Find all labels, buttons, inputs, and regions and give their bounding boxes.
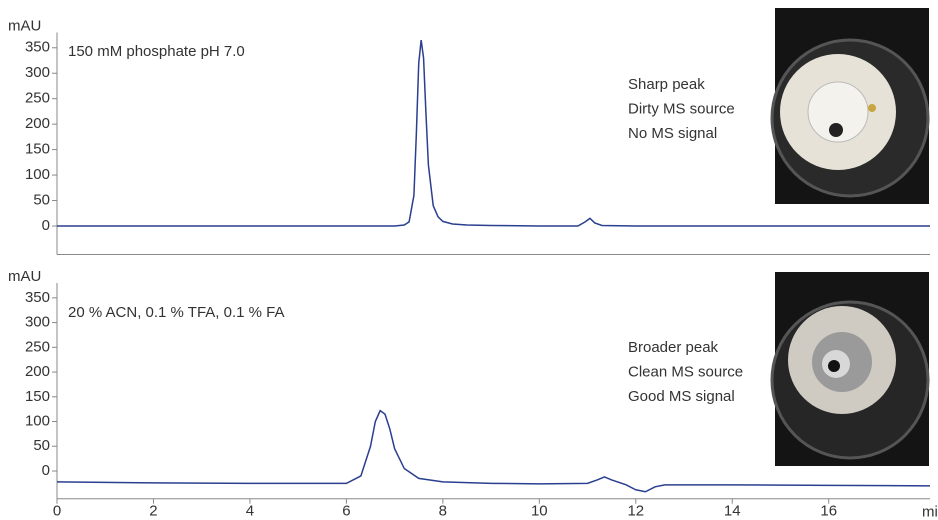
trace bbox=[56, 409, 931, 493]
x-axis-label: min bbox=[922, 504, 938, 520]
y-tick-label: 350 bbox=[25, 289, 50, 306]
y-axis-label: mAU bbox=[8, 17, 41, 34]
y-tick-label: 200 bbox=[25, 363, 50, 380]
x-tick-label: 12 bbox=[627, 503, 644, 520]
y-tick-label: 200 bbox=[25, 115, 50, 132]
x-tick-label: 2 bbox=[149, 503, 157, 520]
y-tick-label: 300 bbox=[25, 314, 50, 331]
trace bbox=[57, 40, 930, 227]
note: Good MS signal bbox=[628, 388, 735, 405]
x-tick-label: 16 bbox=[820, 503, 837, 520]
x-tick-label: 10 bbox=[531, 503, 548, 520]
photo-bottom bbox=[770, 272, 930, 466]
photo-top bbox=[770, 8, 930, 204]
x-tick-label: 14 bbox=[724, 503, 741, 520]
y-tick-label: 50 bbox=[33, 191, 50, 208]
x-tick-label: 6 bbox=[342, 503, 350, 520]
y-tick-label: 250 bbox=[25, 338, 50, 355]
y-tick-label: 50 bbox=[33, 437, 50, 454]
y-tick-label: 100 bbox=[25, 166, 50, 183]
y-tick-label: 300 bbox=[25, 64, 50, 81]
note: Broader peak bbox=[628, 339, 719, 356]
note: Sharp peak bbox=[628, 76, 705, 93]
annotation: 150 mM phosphate pH 7.0 bbox=[68, 43, 245, 60]
x-tick-label: 8 bbox=[439, 503, 447, 520]
x-tick-label: 4 bbox=[246, 503, 254, 520]
note: Dirty MS source bbox=[628, 100, 735, 117]
note: No MS signal bbox=[628, 125, 717, 142]
y-axis-label: mAU bbox=[8, 268, 41, 285]
y-tick-label: 250 bbox=[25, 90, 50, 107]
y-tick-label: 0 bbox=[42, 462, 50, 479]
annotation: 20 % ACN, 0.1 % TFA, 0.1 % FA bbox=[68, 304, 285, 321]
y-tick-label: 150 bbox=[25, 141, 50, 158]
note: Clean MS source bbox=[628, 363, 743, 380]
x-tick-label: 0 bbox=[53, 503, 61, 520]
y-tick-label: 0 bbox=[42, 217, 50, 234]
y-tick-label: 100 bbox=[25, 412, 50, 429]
y-tick-label: 350 bbox=[25, 39, 50, 56]
y-tick-label: 150 bbox=[25, 388, 50, 405]
